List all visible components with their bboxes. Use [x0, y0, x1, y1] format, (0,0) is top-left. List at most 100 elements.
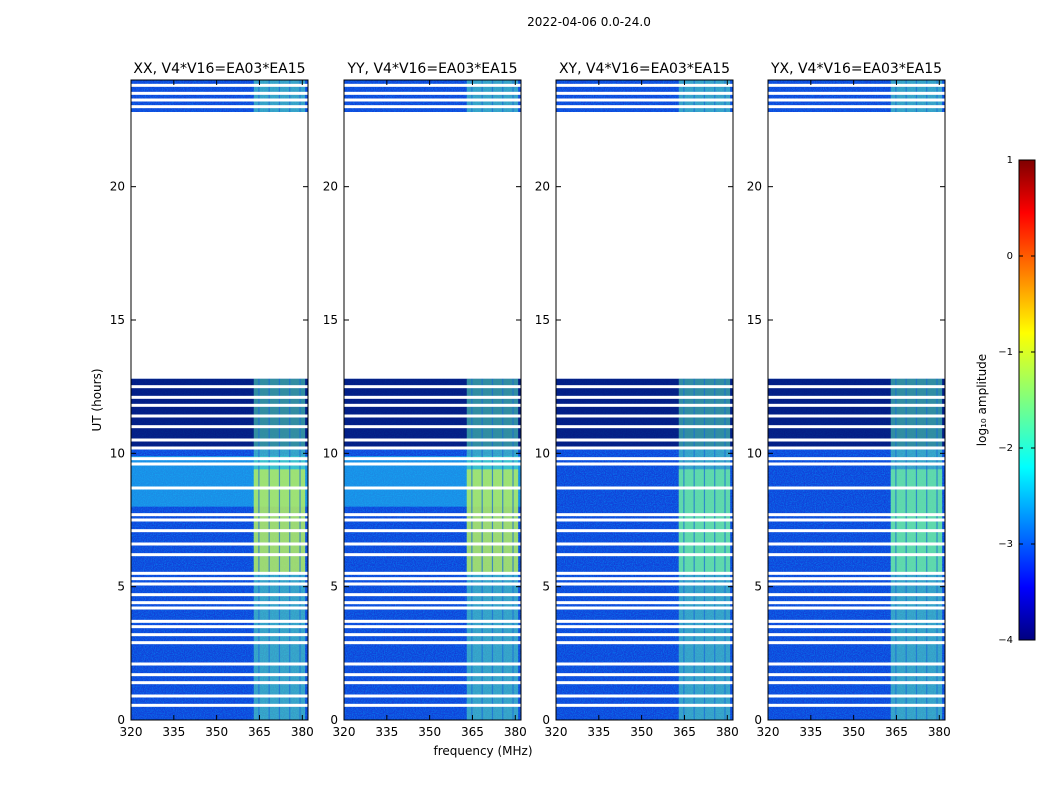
flagged-row [131, 694, 308, 698]
flagged-row [344, 486, 521, 490]
colorbar-tick-label: 1 [1007, 155, 1013, 166]
flagged-row [131, 641, 308, 645]
flagged-row [768, 577, 945, 581]
panel-title: YY, V4*V16=EA03*EA15 [346, 61, 517, 77]
flagged-row [556, 446, 733, 450]
flagged-row [344, 513, 521, 517]
colorbar-tick-label: −2 [998, 443, 1013, 454]
y-tick-label: 20 [110, 180, 125, 194]
y-tick-label: 15 [110, 313, 125, 327]
flagged-row [556, 694, 733, 698]
flagged-row [556, 529, 733, 533]
flagged-row [344, 625, 521, 629]
x-tick-label: 335 [375, 725, 398, 739]
colorbar-tick-label: −4 [998, 635, 1013, 646]
flagged-row [344, 425, 521, 429]
flagged-row [131, 446, 308, 450]
flagged-row [768, 457, 945, 461]
flagged-row [556, 582, 733, 586]
flagged-row [556, 513, 733, 517]
y-tick-label: 10 [110, 446, 125, 460]
flagged-row [131, 395, 308, 399]
y-axis-label: UT (hours) [90, 368, 104, 431]
no-data-gap [344, 112, 521, 379]
flagged-row [556, 542, 733, 546]
flagged-row [344, 403, 521, 407]
flagged-row [344, 633, 521, 637]
x-tick-label: 380 [291, 725, 314, 739]
flagged-row [768, 513, 945, 517]
flagged-row [344, 662, 521, 666]
flagged-row [768, 673, 945, 677]
flagged-row [556, 385, 733, 389]
flagged-row [131, 529, 308, 533]
y-tick-label: 5 [117, 580, 125, 594]
x-tick-label: 335 [162, 725, 185, 739]
flagged-row [556, 571, 733, 575]
flagged-row [556, 457, 733, 461]
y-tick-label: 20 [747, 180, 762, 194]
flagged-row [768, 98, 945, 102]
flagged-row [768, 542, 945, 546]
colorbar-tick-label: 0 [1007, 251, 1013, 262]
x-tick-label: 335 [587, 725, 610, 739]
flagged-row [556, 105, 733, 109]
flagged-row [556, 633, 733, 637]
flagged-row [344, 438, 521, 442]
flagged-row [768, 414, 945, 418]
flagged-row [556, 577, 733, 581]
flagged-row [768, 462, 945, 466]
colorbar-gradient [1018, 159, 1036, 641]
y-tick-label: 0 [542, 713, 550, 727]
y-tick-label: 0 [117, 713, 125, 727]
flagged-row [344, 385, 521, 389]
flagged-row [768, 641, 945, 645]
flagged-row [768, 529, 945, 533]
flagged-row [344, 694, 521, 698]
flagged-row [768, 571, 945, 575]
flagged-row [556, 462, 733, 466]
flagged-row [768, 606, 945, 610]
panel-title: YX, V4*V16=EA03*EA15 [770, 61, 942, 77]
colorbar-tick-label: −1 [998, 347, 1013, 358]
y-tick-label: 5 [542, 580, 550, 594]
x-tick-label: 380 [504, 725, 527, 739]
flagged-row [344, 91, 521, 95]
flagged-row [344, 619, 521, 623]
flagged-row [556, 625, 733, 629]
panel-frame [343, 79, 522, 721]
y-tick-label: 0 [330, 713, 338, 727]
flagged-row [768, 446, 945, 450]
flagged-row [768, 385, 945, 389]
flagged-row [556, 703, 733, 707]
flagged-row [768, 425, 945, 429]
suptitle: 2022-04-06 0.0-24.0 [527, 15, 651, 29]
panel-yy: YY, V4*V16=EA03*EA15 0 5 10 15 20 320 335 350 365… [323, 61, 527, 739]
flagged-row [768, 395, 945, 399]
panel-frame [555, 79, 734, 721]
flagged-row [768, 91, 945, 95]
flagged-row [344, 542, 521, 546]
y-tick-label: 5 [330, 580, 338, 594]
flagged-row [768, 486, 945, 490]
flagged-row [344, 582, 521, 586]
flagged-row [768, 83, 945, 87]
flagged-row [344, 446, 521, 450]
x-tick-label: 335 [799, 725, 822, 739]
flagged-row [344, 395, 521, 399]
y-tick-label: 5 [754, 580, 762, 594]
flagged-row [131, 83, 308, 87]
flagged-row [131, 601, 308, 605]
x-tick-label: 380 [716, 725, 739, 739]
flagged-row [768, 553, 945, 557]
y-tick-label: 10 [323, 446, 338, 460]
flagged-row [131, 457, 308, 461]
x-tick-label: 350 [418, 725, 441, 739]
no-data-gap [131, 112, 308, 379]
flagged-row [344, 601, 521, 605]
x-tick-label: 350 [205, 725, 228, 739]
x-tick-label: 320 [333, 725, 356, 739]
flagged-row [768, 438, 945, 442]
flagged-row [768, 593, 945, 597]
